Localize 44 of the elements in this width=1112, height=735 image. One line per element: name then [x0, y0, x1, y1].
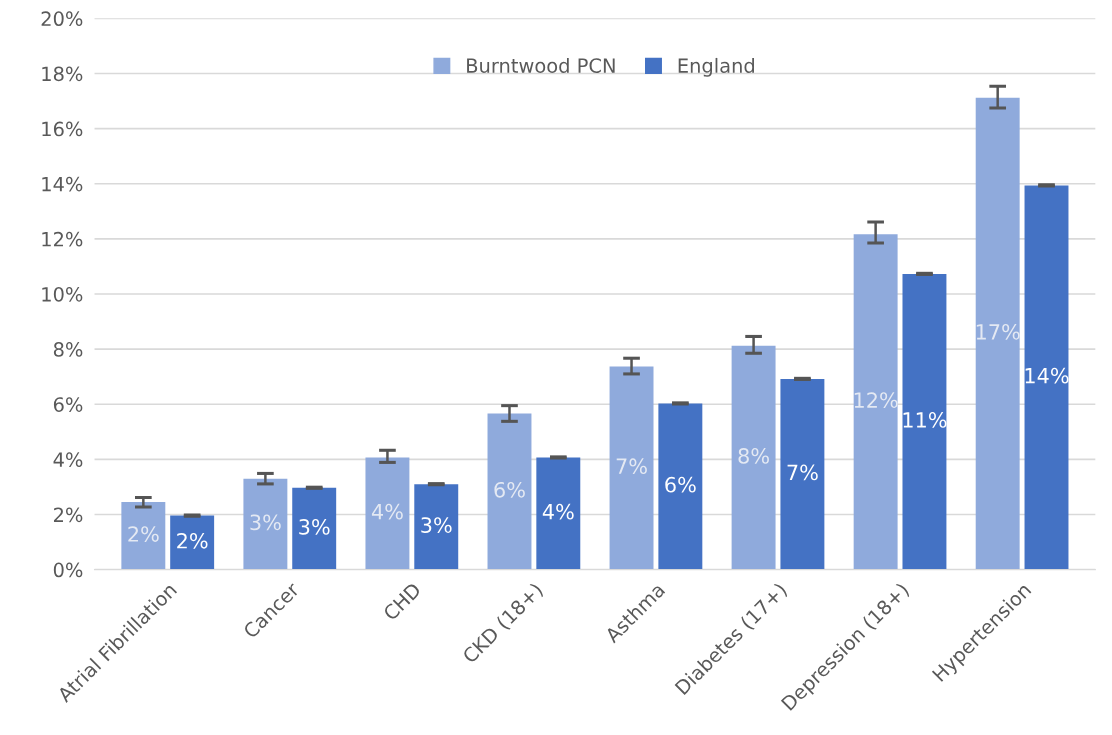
y-tick-label: 6% [53, 397, 83, 412]
y-tick-label: 10% [42, 286, 83, 302]
legend-label: England [678, 57, 754, 77]
data-label: 4% [542, 503, 574, 520]
bar [365, 457, 410, 570]
bar [121, 502, 166, 570]
bar [414, 484, 459, 570]
bar [536, 457, 581, 570]
bar [170, 515, 215, 570]
data-label: 2% [177, 532, 208, 549]
y-tick-label: 18% [42, 66, 83, 82]
data-label: 3% [421, 517, 452, 533]
bar [780, 378, 825, 570]
data-label: 14% [1025, 367, 1069, 384]
bar [292, 487, 337, 570]
bar [975, 97, 1020, 570]
y-tick-label: 2% [53, 507, 83, 523]
data-label: 12% [854, 392, 898, 408]
data-label: 6% [494, 481, 525, 498]
bar [902, 273, 947, 570]
y-tick-label: 0% [53, 562, 83, 578]
bar [487, 413, 532, 570]
bar [1024, 185, 1069, 570]
data-label: 8% [738, 448, 769, 464]
data-label: 3% [250, 514, 281, 531]
data-label: 3% [299, 518, 330, 535]
data-label: 2% [128, 526, 159, 542]
data-label: 7% [616, 458, 647, 475]
y-tick-label: 4% [53, 452, 83, 468]
bar [658, 403, 703, 570]
data-label: 6% [665, 476, 696, 493]
y-tick-label: 14% [42, 176, 83, 192]
bar [243, 478, 288, 570]
y-tick-label: 20% [41, 11, 83, 27]
y-tick-label: 8% [53, 342, 83, 357]
y-tick-label: 12% [42, 231, 83, 247]
bar [731, 345, 776, 570]
bar [609, 366, 654, 570]
bar [853, 234, 898, 570]
data-label: 17% [976, 323, 1020, 340]
legend-label: Burntwood PCN [467, 57, 615, 73]
data-label: 7% [787, 464, 818, 481]
data-label: 4% [371, 503, 403, 520]
y-tick-label: 16% [42, 121, 83, 137]
